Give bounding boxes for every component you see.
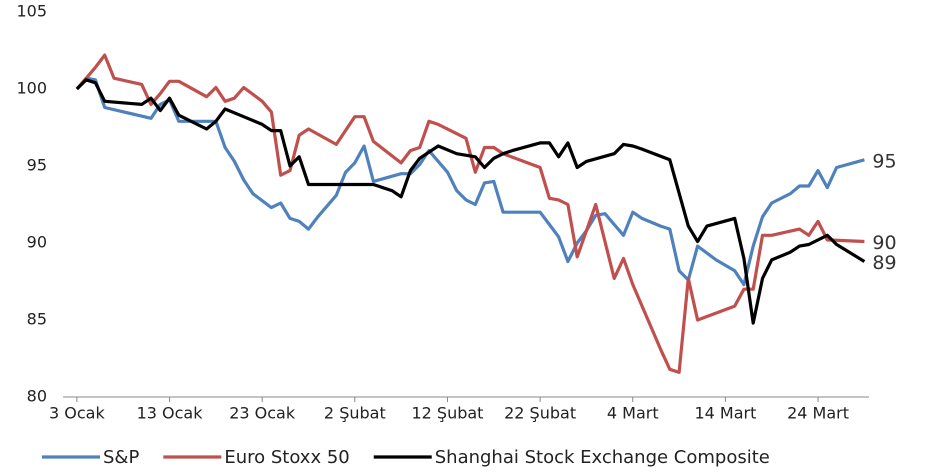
end-label: 95 — [872, 150, 896, 172]
x-tick-label: 23 Ocak — [229, 404, 296, 423]
x-tick-label: 3 Ocak — [49, 404, 105, 423]
end-label: 89 — [872, 252, 896, 274]
legend-label: Shanghai Stock Exchange Composite — [435, 447, 770, 468]
series-line — [75, 53, 865, 374]
x-tick-label: 2 Şubat — [324, 404, 386, 423]
x-tick-label: 13 Ocak — [137, 404, 204, 423]
y-tick-label: 90 — [27, 233, 47, 252]
x-tick-label: 22 Şubat — [504, 404, 576, 423]
y-tick-label: 105 — [16, 2, 47, 21]
y-tick-label: 95 — [27, 156, 47, 175]
legend-label: S&P — [103, 447, 139, 468]
x-tick-label: 24 Mart — [787, 404, 849, 423]
y-tick-label: 100 — [16, 79, 47, 98]
x-tick-label: 12 Şubat — [411, 404, 483, 423]
y-tick-label: 80 — [27, 387, 47, 406]
x-tick-label: 14 Mart — [694, 404, 756, 423]
series-line — [75, 78, 866, 325]
end-label: 90 — [872, 232, 896, 254]
x-tick-label: 4 Mart — [607, 404, 659, 423]
y-tick-label: 85 — [27, 310, 47, 329]
series-line — [75, 76, 865, 287]
legend-label: Euro Stoxx 50 — [224, 447, 349, 468]
